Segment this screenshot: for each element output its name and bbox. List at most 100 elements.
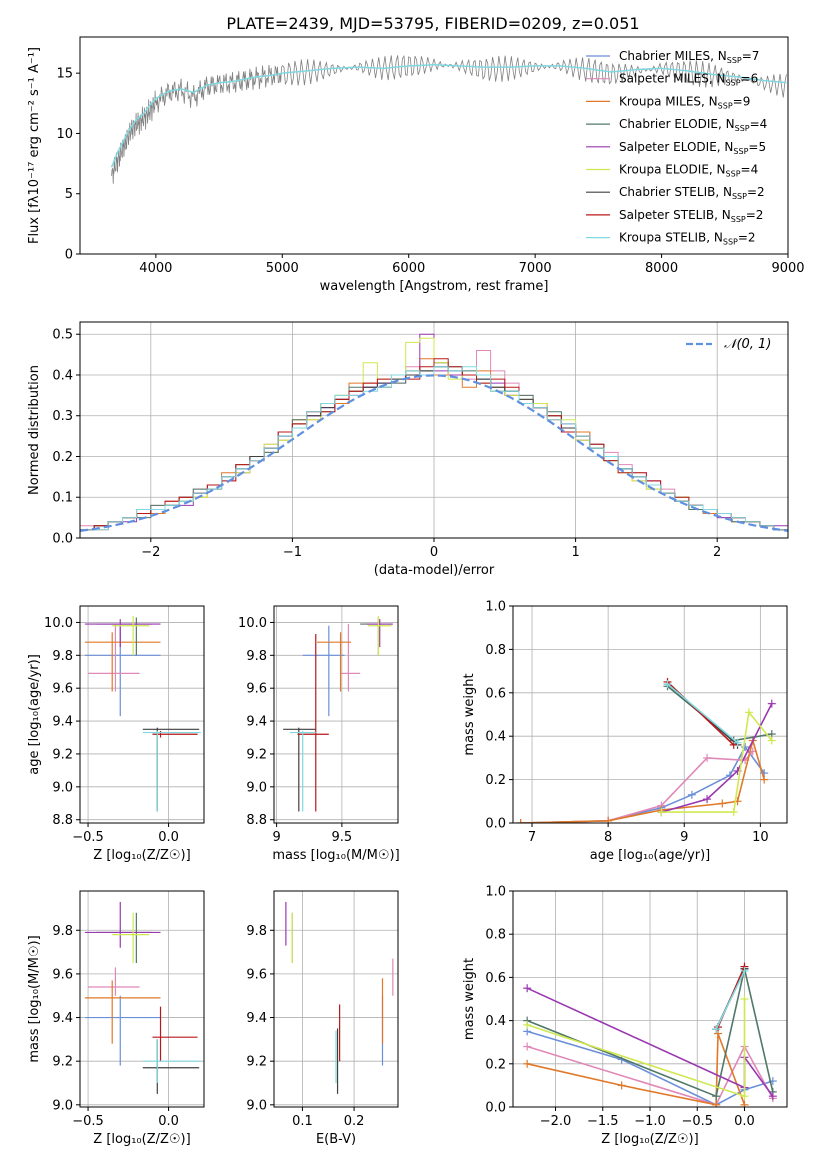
errorbar-point xyxy=(84,632,161,692)
plot-area xyxy=(84,615,201,812)
legend-label: Salpeter STELIB, NSSP=2 xyxy=(619,208,763,224)
errorbar-point xyxy=(88,624,140,692)
data-spectrum-line xyxy=(111,54,787,184)
x-axis-label: Z [log₁₀(Z/Z☉)] xyxy=(93,1132,190,1147)
panel-mass_vs_ebv: 0.1 0.2 9.0 9.2 9.4 9.6 9.8 E(B-V) xyxy=(246,890,399,1147)
x-axis-label: (data-model)/error xyxy=(374,563,495,578)
weight-marker xyxy=(718,799,727,808)
y-tick-label: 8.8 xyxy=(52,813,73,828)
x-tick-label: 0.0 xyxy=(158,830,179,845)
x-tick-label: 7000 xyxy=(519,261,552,276)
panel-weight_vs_age: 7 8 9 10 0.0 0.2 0.4 0.6 0.8 1.0 age [log₁₀(age/yr… xyxy=(462,600,788,863)
plot-area xyxy=(523,962,777,1107)
x-tick-label: −2 xyxy=(141,545,160,560)
y-tick-label: 9.2 xyxy=(246,747,267,762)
plot-area xyxy=(80,333,788,532)
legend-label: Kroupa STELIB, NSSP=2 xyxy=(619,231,756,247)
errorbar-point xyxy=(283,727,316,812)
x-axis-label: wavelength [Angstrom, rest frame] xyxy=(320,279,549,294)
errorbar-point xyxy=(152,1006,198,1062)
normal-curve xyxy=(80,374,788,532)
weight-line xyxy=(526,1044,774,1106)
errorbar-point xyxy=(84,625,161,717)
y-axis-label: Flux [fλ10⁻¹⁷ erg cm⁻² s⁻¹ A⁻¹] xyxy=(27,47,42,244)
weight-marker xyxy=(523,984,532,993)
y-tick-label: 0 xyxy=(65,248,73,263)
x-tick-label: 0.1 xyxy=(292,1114,313,1129)
errorbar-point xyxy=(142,1039,200,1094)
y-tick-label: 0.0 xyxy=(52,532,73,547)
weight-marker xyxy=(740,1100,749,1107)
x-tick-label: −1.5 xyxy=(587,1114,619,1129)
y-tick-label: 9.8 xyxy=(246,924,267,939)
x-tick-label: 0.2 xyxy=(344,1114,365,1129)
legend-label: Kroupa ELODIE, NSSP=4 xyxy=(619,163,758,179)
x-tick-label: 0.0 xyxy=(158,1114,179,1129)
y-tick-label: 0.4 xyxy=(485,1014,506,1029)
y-tick-label: 9.4 xyxy=(246,1011,267,1026)
y-tick-label: 9.8 xyxy=(52,924,73,939)
y-tick-label: 0.4 xyxy=(485,730,506,745)
axes-frame xyxy=(273,605,399,824)
histogram-step xyxy=(80,366,788,531)
weight-marker xyxy=(740,995,749,1003)
panel-age_vs_Z: −0.5 0.0 8.8 9.0 9.2 9.4 9.6 9.8 10.0 Z [log₁₀(Z/… xyxy=(27,605,205,863)
panel-age_vs_mass: 9 9.5 8.8 9.0 9.2 9.4 9.6 9.8 10.0 mass [log₁₀(M/… xyxy=(238,605,400,863)
x-tick-label: −0.5 xyxy=(72,1114,104,1129)
y-tick-label: 10 xyxy=(56,127,73,142)
weight-marker xyxy=(740,1092,749,1101)
errorbar-point xyxy=(112,912,150,963)
figure-title: PLATE=2439, MJD=53795, FIBERID=0209, z=0… xyxy=(226,14,639,33)
x-tick-label: 9 xyxy=(680,830,688,845)
y-tick-label: 0.0 xyxy=(485,1101,506,1116)
errorbar-point xyxy=(142,730,201,812)
y-tick-label: 15 xyxy=(56,67,73,82)
weight-line xyxy=(715,970,746,1030)
panel-mass_vs_Z: −0.5 0.0 9.0 9.2 9.4 9.6 9.8 Z [log₁₀(Z/Z☉)] mas… xyxy=(27,890,205,1147)
errorbar-point xyxy=(96,912,153,963)
y-tick-label: 0.5 xyxy=(52,328,73,343)
errorbar-point xyxy=(96,617,153,656)
x-tick-label: −1 xyxy=(283,545,302,560)
plot-area xyxy=(283,615,393,812)
errorbar-point xyxy=(302,625,345,717)
errorbar-point xyxy=(84,901,161,948)
x-axis-label: mass [log₁₀(M/M☉)] xyxy=(272,848,399,863)
legend-label: Chabrier MILES, NSSP=7 xyxy=(619,49,759,65)
axes-frame xyxy=(512,605,788,824)
weight-marker xyxy=(712,1100,721,1107)
errorbar-point xyxy=(317,632,352,692)
y-tick-label: 9.6 xyxy=(246,967,267,982)
y-tick-label: 9.4 xyxy=(52,715,73,730)
weight-line xyxy=(526,999,746,1098)
x-tick-label: −0.5 xyxy=(72,830,104,845)
y-axis-label: mass weight xyxy=(462,673,477,755)
x-tick-label: 8 xyxy=(604,830,612,845)
y-tick-label: 9.2 xyxy=(52,1055,73,1070)
y-tick-label: 0.2 xyxy=(485,773,506,788)
weight-marker xyxy=(712,1025,721,1034)
errorbar-point xyxy=(84,980,161,1044)
weight-marker xyxy=(523,1042,532,1051)
axes-frame xyxy=(79,36,789,255)
y-tick-label: 0.0 xyxy=(485,817,506,832)
y-tick-label: 9.2 xyxy=(246,1055,267,1070)
errorbar-point xyxy=(340,624,361,692)
weight-marker xyxy=(657,808,666,817)
x-tick-label: 1 xyxy=(571,545,579,560)
y-tick-label: 0.1 xyxy=(52,491,73,506)
errorbar-point xyxy=(142,727,200,812)
x-tick-label: 4000 xyxy=(139,261,172,276)
gridlines xyxy=(274,891,398,1107)
y-axis-label: mass weight xyxy=(462,958,477,1040)
legend-label: 𝒩(0, 1) xyxy=(724,337,771,352)
y-tick-label: 8.8 xyxy=(246,813,267,828)
weight-marker xyxy=(744,708,753,717)
y-tick-label: 0.2 xyxy=(485,1057,506,1072)
y-tick-label: 9.8 xyxy=(246,649,267,664)
legend-label: Chabrier ELODIE, NSSP=4 xyxy=(619,117,767,133)
y-axis-label: mass [log₁₀(M/M☉)] xyxy=(27,935,42,1062)
weight-line xyxy=(661,703,773,813)
y-tick-label: 5 xyxy=(65,187,73,202)
